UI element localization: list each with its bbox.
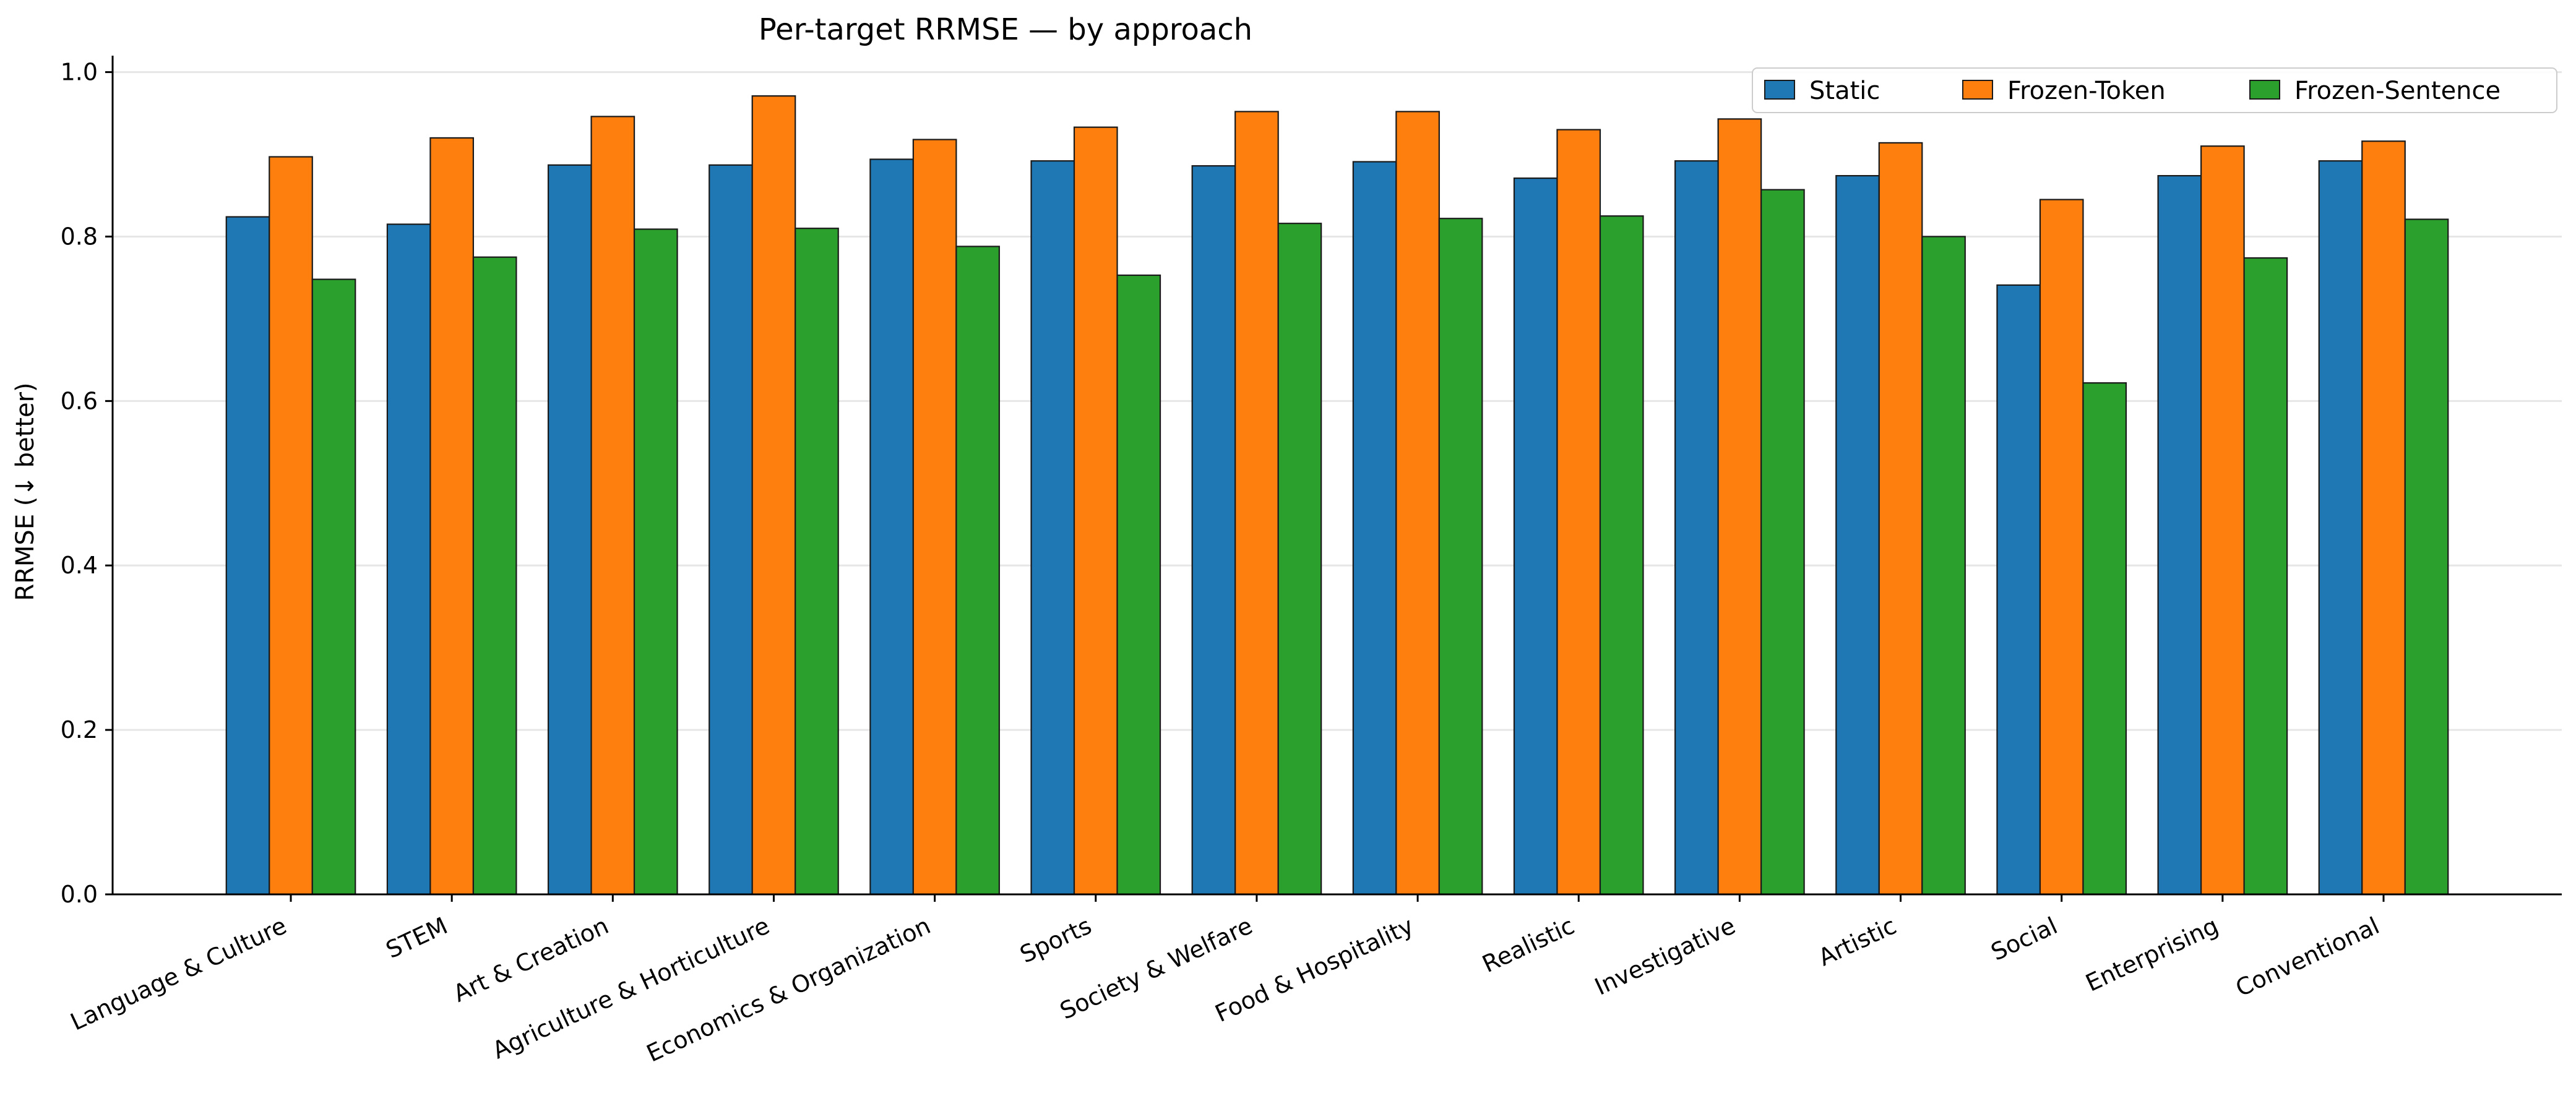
bar-frozen-sentence — [1438, 218, 1483, 896]
y-tick-label: 0.4 — [61, 552, 98, 579]
legend-frame — [1752, 67, 2557, 113]
bars — [225, 95, 2449, 896]
bar-frozen-sentence — [2404, 218, 2449, 896]
bar-frozen-token — [429, 137, 475, 896]
legend[interactable]: Static Frozen-Token Frozen-Sentence — [1752, 67, 2557, 113]
bar-frozen-sentence — [1277, 223, 1322, 896]
bar-frozen-sentence — [795, 228, 839, 896]
bar-frozen-token — [1878, 142, 1923, 896]
x-tick-label: Artistic — [1814, 912, 1900, 971]
y-tick-label: 0.6 — [61, 387, 98, 414]
legend-swatch — [1764, 80, 1795, 100]
bar-frozen-sentence — [2082, 382, 2127, 896]
bar-frozen-token — [1556, 129, 1601, 896]
bar-static — [1835, 174, 1880, 896]
x-tick-label: Language & Culture — [66, 912, 291, 1035]
x-tick-label: Realistic — [1478, 912, 1579, 978]
bar-frozen-sentence — [955, 246, 1000, 896]
x-tick-label: Social — [1987, 912, 2062, 965]
bar-static — [1513, 177, 1558, 896]
bar-frozen-token — [751, 95, 796, 896]
bar-frozen-sentence — [1599, 215, 1644, 896]
axes — [111, 56, 2562, 896]
x-tick-label: Enterprising — [2082, 912, 2223, 996]
bar-frozen-token — [2200, 145, 2245, 896]
bar-frozen-sentence — [311, 278, 356, 896]
x-tick-label: Agriculture & Horticulture — [488, 912, 773, 1064]
bar-frozen-token — [2361, 140, 2406, 896]
legend-label: Frozen-Token — [2007, 77, 2166, 105]
bar-static — [869, 158, 914, 896]
x-tick-label: Investigative — [1590, 912, 1739, 1000]
legend-label: Static — [1809, 77, 1880, 105]
gridlines — [113, 71, 2562, 731]
bar-frozen-token — [1073, 126, 1118, 896]
y-tick-label: 0.0 — [61, 881, 98, 908]
y-tick-label: 1.0 — [61, 59, 98, 86]
x-tick-label: STEM — [382, 912, 452, 964]
x-tick-label: Economics & Organization — [642, 912, 934, 1067]
bar-static — [547, 164, 592, 896]
bar-static — [1674, 160, 1719, 896]
y-axis-label: RRMSE (↓ better) — [11, 382, 40, 601]
bar-frozen-token — [1395, 111, 1440, 896]
bar-static — [386, 223, 431, 896]
bar-static — [225, 216, 270, 896]
bar-static — [2157, 174, 2202, 896]
bar-frozen-sentence — [633, 228, 678, 896]
x-tick-label: Conventional — [2231, 912, 2384, 1002]
bar-frozen-token — [2039, 199, 2084, 896]
legend-label: Frozen-Sentence — [2294, 77, 2501, 105]
bar-static — [709, 164, 753, 896]
bar-frozen-sentence — [472, 256, 517, 896]
y-axis-ticks: 0.0 0.2 0.4 0.6 0.8 1.0 — [61, 59, 113, 908]
bar-static — [2318, 160, 2363, 896]
bar-static — [1191, 165, 1236, 896]
bar-frozen-token — [1234, 111, 1279, 896]
bar-frozen-token — [1717, 118, 1762, 896]
legend-swatch — [1962, 80, 1993, 100]
bar-frozen-sentence — [1116, 274, 1161, 896]
bar-frozen-token — [269, 156, 313, 896]
y-tick-label: 0.2 — [61, 716, 98, 743]
bar-static — [1996, 284, 2041, 896]
x-tick-label: Sports — [1016, 912, 1096, 968]
bar-static — [1030, 160, 1075, 896]
chart-title: Per-target RRMSE — by approach — [759, 12, 1252, 47]
y-tick-label: 0.8 — [61, 223, 98, 250]
bar-frozen-sentence — [1760, 189, 1805, 896]
bar-frozen-token — [912, 139, 957, 896]
bar-static — [1352, 161, 1397, 896]
bar-frozen-sentence — [2243, 257, 2288, 896]
bar-frozen-token — [590, 116, 635, 896]
bar-frozen-sentence — [1921, 236, 1966, 896]
legend-swatch — [2249, 80, 2280, 100]
